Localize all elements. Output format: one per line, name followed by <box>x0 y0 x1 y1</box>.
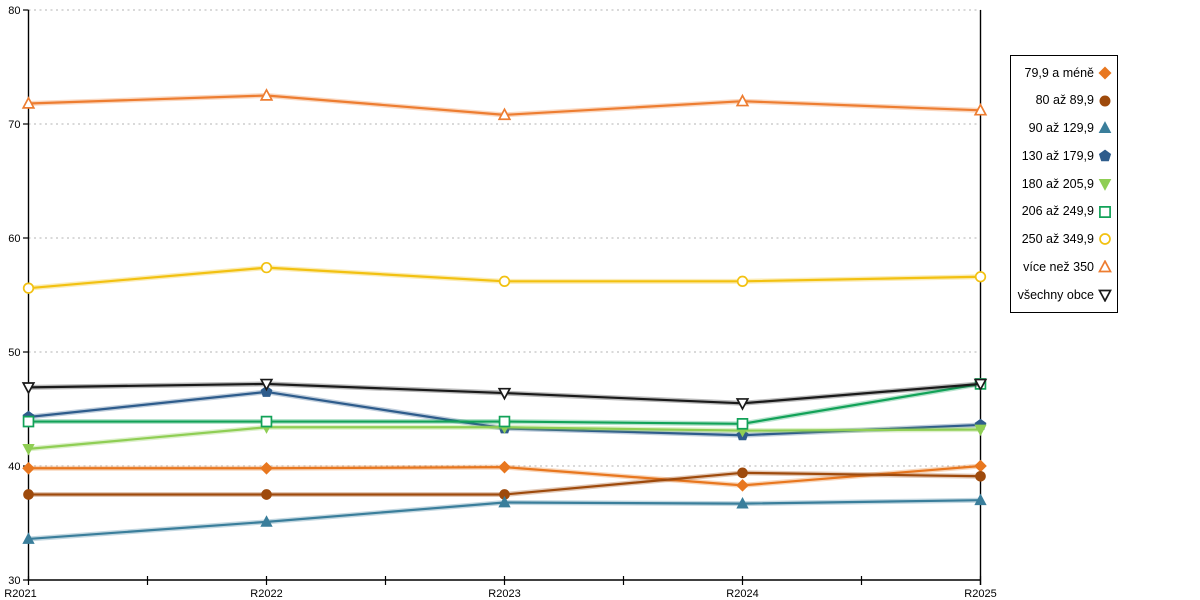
circle-legend-icon <box>1099 95 1111 107</box>
triangle-up-marker <box>973 102 988 116</box>
triangle-down-marker <box>974 424 987 437</box>
x-tick-label: R2024 <box>726 588 758 600</box>
triangle-down-marker <box>1098 178 1112 191</box>
triangle-up-marker <box>260 515 273 527</box>
diamond-marker <box>22 461 35 475</box>
y-tick-label: 70 <box>8 119 20 131</box>
circle-marker <box>975 470 986 482</box>
x-tick-label: R2021 <box>4 588 36 600</box>
diamond-marker <box>974 459 987 473</box>
diamond-legend-icon <box>1098 66 1112 80</box>
square-marker <box>1099 205 1111 218</box>
triangle-up-legend-icon <box>1098 260 1112 273</box>
circle-legend-icon <box>1099 233 1111 246</box>
triangle-up-marker <box>497 107 512 121</box>
diamond-marker <box>260 461 273 475</box>
pentagon-legend-icon <box>1098 149 1112 162</box>
triangle-down-marker <box>973 378 988 392</box>
triangle-down-marker <box>259 378 274 392</box>
legend-item: všechny obce <box>1014 288 1112 302</box>
circle-marker <box>23 489 34 500</box>
circle-marker <box>737 467 748 479</box>
triangle-up-marker <box>736 496 749 509</box>
triangle-up-legend-icon <box>1098 121 1112 134</box>
legend-item-label: všechny obce <box>1017 287 1094 302</box>
circle-marker <box>1099 95 1111 107</box>
square-marker <box>498 415 511 428</box>
pentagon-marker <box>1098 149 1112 162</box>
y-tick-label: 40 <box>8 461 20 473</box>
legend-item: 206 až 249,9 <box>1014 205 1112 219</box>
triangle-up-marker <box>22 532 35 544</box>
legend-item: 90 až 129,9 <box>1014 121 1112 135</box>
legend-item-label: 180 až 205,9 <box>1021 176 1094 191</box>
diamond-marker <box>736 479 749 492</box>
triangle-down-marker <box>22 444 35 456</box>
legend: 79,9 a méně 80 až 89,9 90 až 129,9 130 až 1… <box>1010 55 1118 313</box>
triangle-up-marker <box>1098 260 1112 273</box>
square-marker <box>22 415 35 428</box>
triangle-up-marker <box>735 93 750 107</box>
circle-marker <box>974 271 987 283</box>
legend-item-label: 250 až 349,9 <box>1021 232 1094 247</box>
legend-item: více než 350 <box>1014 260 1112 274</box>
x-tick-label: R2023 <box>488 588 520 600</box>
pentagon-marker <box>260 385 273 397</box>
legend-item: 80 až 89,9 <box>1014 94 1112 108</box>
legend-item: 250 až 349,9 <box>1014 232 1112 246</box>
legend-item-label: 130 až 179,9 <box>1021 148 1094 163</box>
diamond-marker <box>1098 66 1112 80</box>
circle-marker <box>498 275 511 287</box>
triangle-down-marker <box>735 398 750 411</box>
legend-item-label: 90 až 129,9 <box>1028 121 1094 136</box>
legend-item-label: více než 350 <box>1023 259 1094 274</box>
legend-item: 79,9 a méně <box>1014 66 1112 80</box>
circle-marker <box>736 275 749 287</box>
circle-marker <box>22 282 35 294</box>
triangle-up-marker <box>259 88 274 101</box>
triangle-up-marker <box>498 495 511 508</box>
diamond-marker <box>498 460 511 474</box>
legend-item-label: 80 až 89,9 <box>1035 93 1094 108</box>
legend-item-label: 206 až 249,9 <box>1021 204 1094 219</box>
triangle-down-legend-icon <box>1098 289 1112 302</box>
y-tick-label: 80 <box>8 5 20 17</box>
x-tick-label: R2022 <box>250 588 282 600</box>
y-tick-label: 30 <box>8 575 20 587</box>
legend-item: 180 až 205,9 <box>1014 177 1112 191</box>
triangle-up-marker <box>1098 121 1112 134</box>
y-tick-label: 60 <box>8 233 20 245</box>
x-tick-label: R2025 <box>964 588 996 600</box>
triangle-up-marker <box>21 96 36 109</box>
triangle-down-marker <box>497 387 512 401</box>
triangle-up-marker <box>974 493 987 506</box>
triangle-down-marker <box>21 382 36 395</box>
square-legend-icon <box>1099 205 1111 218</box>
legend-item-label: 79,9 a méně <box>1024 65 1095 80</box>
y-tick-label: 50 <box>8 347 20 359</box>
triangle-down-legend-icon <box>1098 178 1112 191</box>
legend-item: 130 až 179,9 <box>1014 149 1112 163</box>
circle-marker <box>1099 233 1111 246</box>
triangle-down-marker <box>1098 289 1112 302</box>
square-marker <box>260 415 273 428</box>
circle-marker <box>261 489 272 500</box>
square-marker <box>736 418 749 430</box>
circle-marker <box>260 261 273 274</box>
